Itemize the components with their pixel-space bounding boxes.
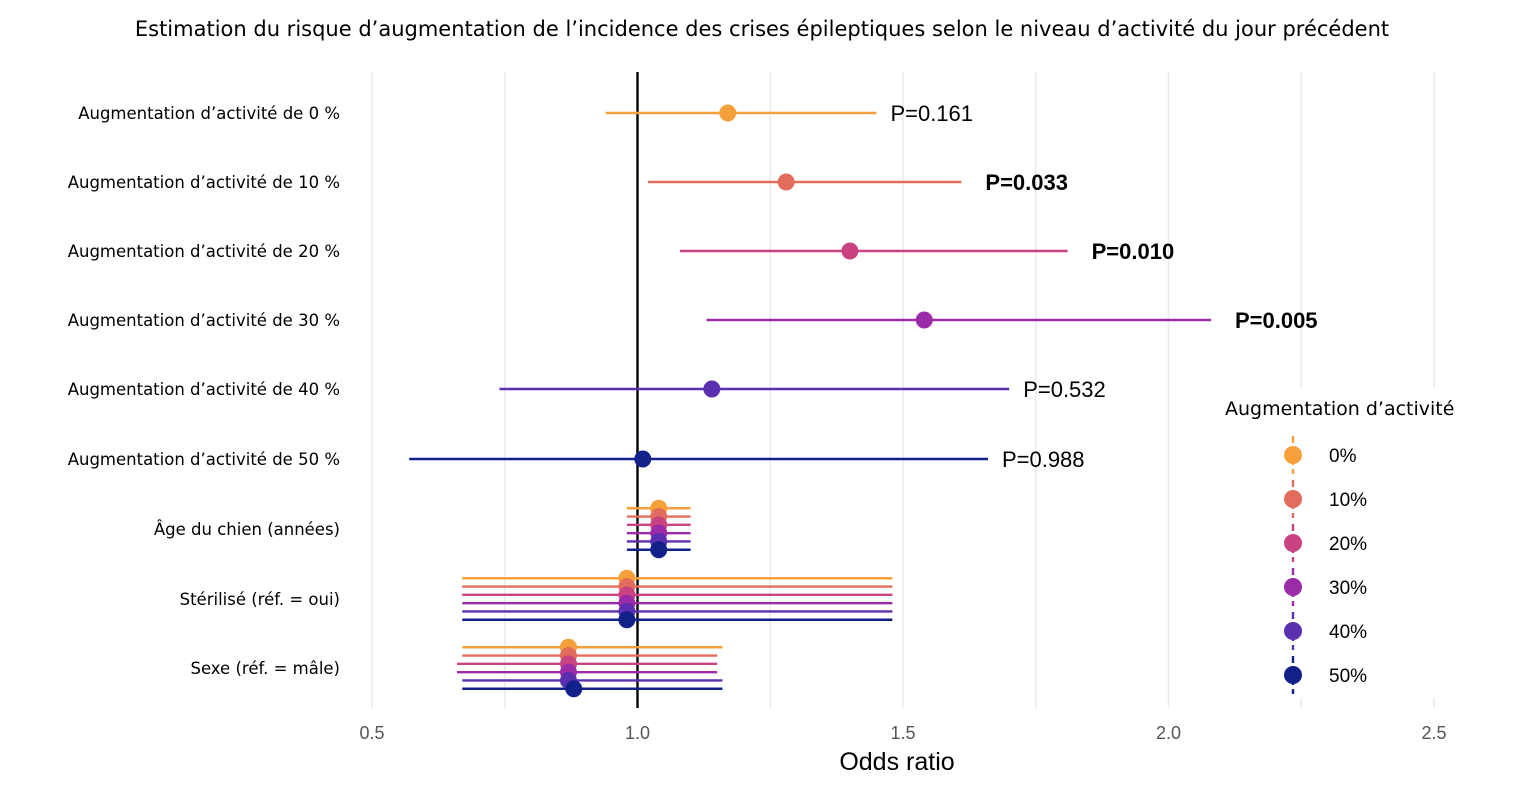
forest-row: Augmentation d’activité de 0 % P=0.161 <box>78 101 973 126</box>
legend: Augmentation d’activité 0% 10% 20% 30% 40% 50… <box>1215 388 1505 698</box>
row-label: Augmentation d’activité de 50 % <box>68 450 340 469</box>
point-estimate <box>634 450 652 468</box>
forest-row: Augmentation d’activité de 40 % P=0.532 <box>68 377 1106 402</box>
row-label: Sexe (réf. = mâle) <box>190 659 340 678</box>
row-label: Augmentation d’activité de 20 % <box>68 242 340 261</box>
point-estimate <box>915 311 933 329</box>
legend-label: 50% <box>1329 666 1367 687</box>
forest-row: Augmentation d’activité de 50 % P=0.988 <box>68 447 1085 472</box>
legend-item: 0% <box>1284 436 1357 474</box>
rows: Augmentation d’activité de 0 % P=0.161Aug… <box>68 101 1318 698</box>
legend-label: 0% <box>1329 446 1357 467</box>
legend-label: 40% <box>1329 622 1367 643</box>
x-tick-label: 1.0 <box>625 723 650 743</box>
p-value-label: P=0.033 <box>985 170 1068 195</box>
forest-row: Âge du chien (années) <box>154 499 691 559</box>
point-estimate <box>777 173 795 191</box>
point-estimate <box>703 380 721 398</box>
legend-item: 30% <box>1284 568 1367 606</box>
row-label: Augmentation d’activité de 0 % <box>78 104 340 123</box>
legend-item: 50% <box>1284 656 1367 694</box>
row-label: Augmentation d’activité de 40 % <box>68 380 340 399</box>
legend-item: 40% <box>1284 612 1367 650</box>
point-estimate <box>719 104 737 122</box>
forest-row: Augmentation d’activité de 10 % P=0.033 <box>68 170 1068 195</box>
forest-row: Stérilisé (réf. = oui) <box>180 569 893 629</box>
point-estimate <box>841 242 859 260</box>
legend-key-dot <box>1284 622 1302 640</box>
legend-label: 10% <box>1329 490 1367 511</box>
x-tick-label: 2.0 <box>1156 723 1181 743</box>
legend-key-dot <box>1284 666 1302 684</box>
p-value-label: P=0.005 <box>1235 308 1318 333</box>
point-estimate <box>618 611 636 629</box>
p-value-label: P=0.988 <box>1002 447 1085 472</box>
legend-key-dot <box>1284 490 1302 508</box>
x-tick-label: 2.5 <box>1421 723 1446 743</box>
legend-label: 30% <box>1329 578 1367 599</box>
legend-key-dot <box>1284 534 1302 552</box>
chart-title: Estimation du risque d’augmentation de l… <box>135 17 1389 41</box>
x-axis-title: Odds ratio <box>839 748 954 776</box>
legend-title: Augmentation d’activité <box>1225 398 1454 420</box>
x-tick-label: 0.5 <box>359 723 384 743</box>
legend-item: 10% <box>1284 480 1367 518</box>
point-estimate <box>650 541 668 559</box>
forest-row: Augmentation d’activité de 30 % P=0.005 <box>68 308 1318 333</box>
p-value-label: P=0.532 <box>1023 377 1106 402</box>
row-label: Âge du chien (années) <box>154 520 340 539</box>
row-label: Stérilisé (réf. = oui) <box>180 590 340 609</box>
x-tick-label: 1.5 <box>890 723 915 743</box>
legend-key-dot <box>1284 578 1302 596</box>
point-estimate <box>565 680 583 698</box>
forest-row: Augmentation d’activité de 20 % P=0.010 <box>68 239 1174 264</box>
row-label: Augmentation d’activité de 10 % <box>68 173 340 192</box>
p-value-label: P=0.010 <box>1092 239 1175 264</box>
legend-background <box>1215 388 1505 698</box>
legend-label: 20% <box>1329 534 1367 555</box>
p-value-label: P=0.161 <box>890 101 973 126</box>
legend-key-dot <box>1284 446 1302 464</box>
legend-item: 20% <box>1284 524 1367 562</box>
x-axis-ticks: 0.5 1.0 1.5 2.0 2.5 <box>359 723 1446 743</box>
forest-row: Sexe (réf. = mâle) <box>190 638 723 698</box>
row-label: Augmentation d’activité de 30 % <box>68 311 340 330</box>
